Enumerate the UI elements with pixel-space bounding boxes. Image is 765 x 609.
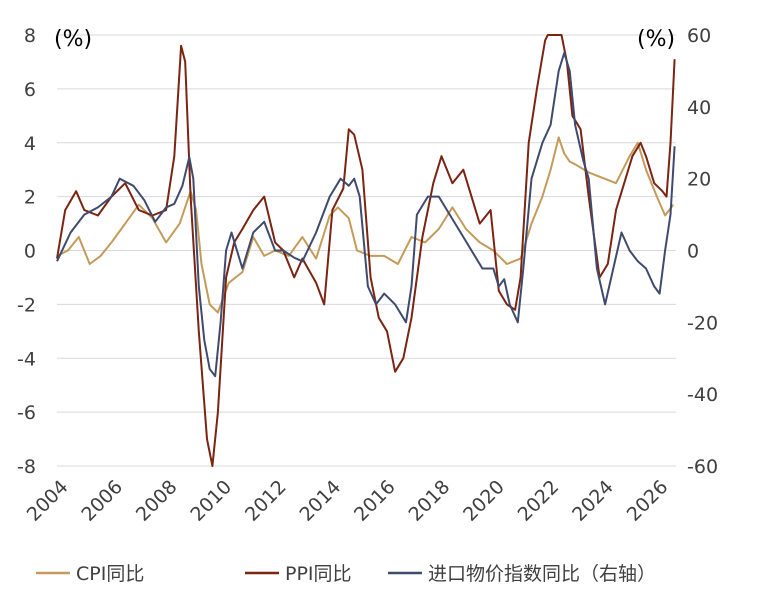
left-tick-label: -6 bbox=[17, 402, 36, 424]
x-tick-label: 2026 bbox=[623, 476, 673, 526]
x-tick-label: 2022 bbox=[514, 476, 564, 526]
right-axis-unit: (%) bbox=[637, 27, 675, 52]
x-tick-label: 2004 bbox=[23, 476, 73, 526]
left-tick-label: -2 bbox=[17, 294, 36, 316]
x-tick-label: 2018 bbox=[405, 476, 455, 526]
x-tick-label: 2012 bbox=[241, 476, 291, 526]
legend-label-ppi: PPI同比 bbox=[285, 563, 352, 585]
left-tick-label: 8 bbox=[24, 25, 36, 47]
grid-lines bbox=[57, 34, 676, 467]
series-line-ppi bbox=[56, 34, 676, 467]
right-tick-label: 0 bbox=[687, 241, 699, 263]
legend-label-cpi: CPI同比 bbox=[76, 563, 144, 585]
left-tick-label: -8 bbox=[17, 456, 36, 478]
right-tick-label: -60 bbox=[687, 456, 718, 478]
x-tick-label: 2008 bbox=[132, 476, 182, 526]
legend-label-imp: 进口物价指数同比（右轴） bbox=[428, 563, 656, 585]
right-tick-label: -40 bbox=[687, 384, 718, 406]
x-tick-label: 2006 bbox=[77, 476, 127, 526]
series-line-cpi bbox=[56, 136, 675, 314]
right-tick-label: 40 bbox=[687, 97, 711, 119]
right-tick-label: 60 bbox=[687, 25, 711, 47]
series-lines bbox=[56, 34, 676, 467]
left-tick-label: -4 bbox=[17, 348, 36, 370]
left-tick-label: 2 bbox=[24, 187, 36, 209]
left-tick-label: 6 bbox=[24, 79, 36, 101]
right-axis: 60 40 20 0 -20 -40 -60 bbox=[687, 25, 718, 478]
series-line-imp bbox=[56, 52, 676, 378]
left-axis-unit: (%) bbox=[54, 27, 92, 52]
x-tick-label: 2020 bbox=[459, 476, 509, 526]
x-tick-label: 2016 bbox=[350, 476, 400, 526]
x-axis: 2004 2006 2008 2010 2012 2014 2016 2018 2020 2022… bbox=[23, 476, 673, 526]
left-axis: 8 6 4 2 0 -2 -4 -6 -8 bbox=[17, 25, 36, 478]
right-tick-label: 20 bbox=[687, 169, 711, 191]
legend: CPI同比 PPI同比 进口物价指数同比（右轴） bbox=[36, 563, 656, 585]
x-tick-label: 2014 bbox=[295, 476, 345, 526]
left-tick-label: 0 bbox=[24, 241, 36, 263]
left-tick-label: 4 bbox=[24, 133, 36, 155]
x-tick-label: 2010 bbox=[186, 476, 236, 526]
right-tick-label: -20 bbox=[687, 312, 718, 334]
x-tick-label: 2024 bbox=[568, 476, 618, 526]
